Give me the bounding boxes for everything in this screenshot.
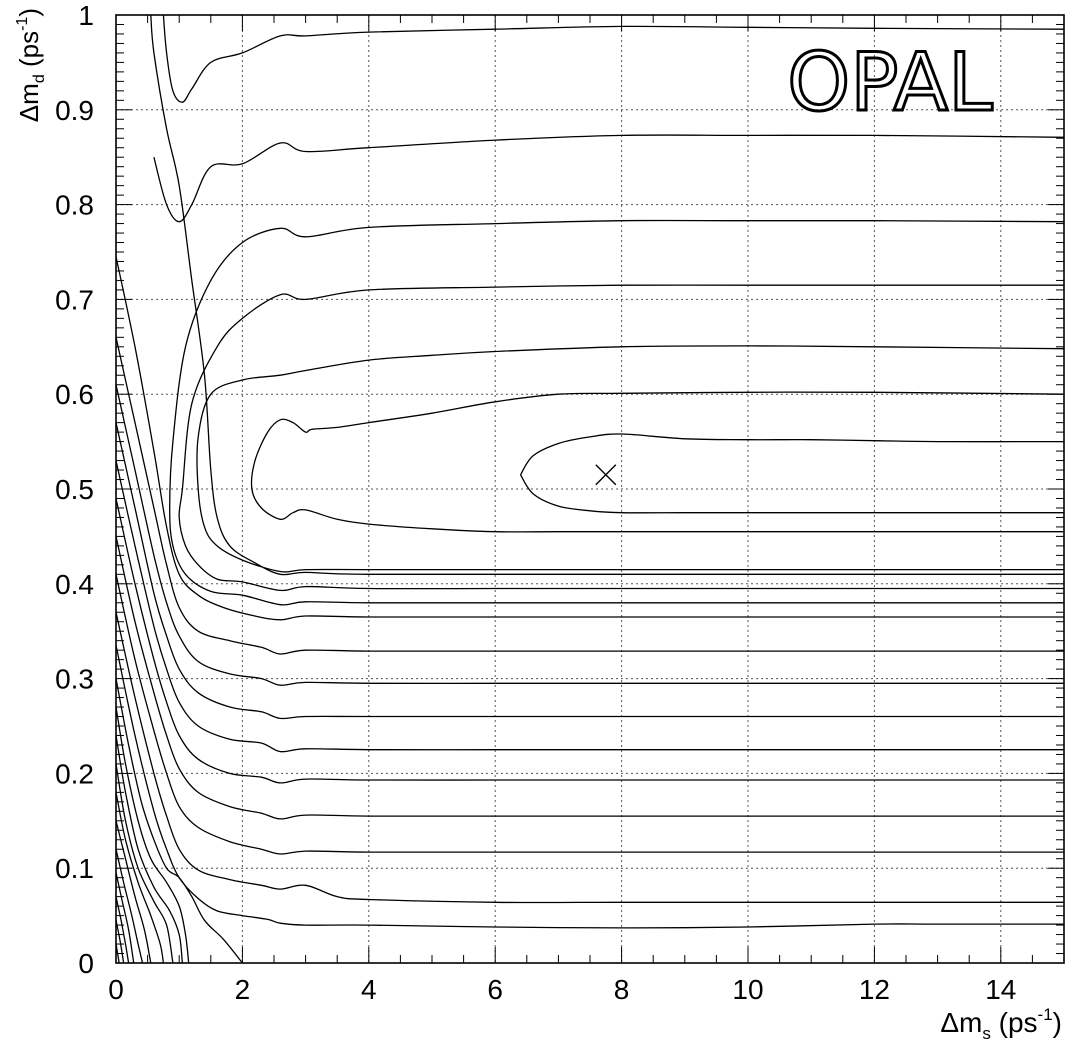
y-tick-label: 0.7	[55, 284, 94, 315]
x-axis-label-sub: s	[982, 1024, 991, 1042]
y-tick-label: 0.2	[55, 758, 94, 789]
contour-line	[115, 645, 1064, 929]
contour-line	[115, 706, 190, 964]
opal-watermark: OPAL	[787, 36, 993, 129]
contour-line	[115, 896, 130, 964]
contour-line	[115, 256, 1064, 621]
contour-line	[115, 735, 184, 964]
contour-line	[250, 391, 1065, 533]
contour-line	[115, 422, 1064, 720]
minimum-marker	[595, 464, 617, 486]
x-axis-label-close: )	[1053, 1007, 1062, 1038]
contour-line	[196, 345, 1065, 573]
x-axis-label-exp: -1	[1038, 1005, 1053, 1024]
x-tick-labels: 0 2 4 6 8 10 12 14	[108, 974, 1016, 1005]
contour-line	[115, 574, 1065, 855]
y-tick-label: 0.3	[55, 664, 94, 695]
x-tick-label: 14	[985, 974, 1016, 1005]
contour-line	[115, 612, 1064, 904]
x-tick-label: 2	[235, 974, 251, 1005]
minimum-cross-stroke	[595, 464, 617, 486]
contour-lines	[115, 14, 1065, 964]
contour-line	[519, 433, 1065, 476]
contour-line	[115, 920, 125, 964]
y-tick-label: 0.1	[55, 853, 94, 884]
contour-line	[178, 284, 1064, 592]
contour-line	[150, 14, 1064, 576]
y-axis-label-main: Δm	[14, 83, 44, 122]
x-axis-label-unit: (ps	[991, 1007, 1038, 1038]
contour-line	[169, 219, 1065, 606]
y-tick-label: 0	[78, 948, 94, 979]
contour-line	[115, 872, 135, 964]
y-axis-label-unit: (ps	[14, 31, 44, 74]
contour-line	[519, 474, 1064, 514]
contour-line	[162, 14, 1065, 103]
x-axis-label: Δms (ps-1)	[940, 1005, 1062, 1042]
grid	[116, 15, 1064, 963]
contour-line	[115, 384, 1064, 686]
x-tick-label: 6	[487, 974, 503, 1005]
y-axis-label-exp: -1	[14, 17, 31, 31]
y-tick-labels: 0 0.1 0.2 0.3 0.4 0.5 0.6 0.7 0.8 0.9 1	[55, 0, 94, 979]
y-tick-label: 0.6	[55, 379, 94, 410]
y-tick-label: 0.4	[55, 569, 94, 600]
y-axis-label-sub: d	[31, 74, 48, 83]
y-tick-label: 0.9	[55, 95, 94, 126]
x-tick-label: 4	[361, 974, 377, 1005]
contour-line	[115, 849, 144, 964]
x-tick-label: 12	[859, 974, 890, 1005]
contour-line	[115, 820, 152, 964]
y-axis-label: Δmd (ps-1)	[14, 8, 48, 122]
contour-line	[115, 536, 1064, 820]
x-tick-label: 8	[614, 974, 630, 1005]
contour-line	[115, 792, 165, 964]
y-tick-label: 0.5	[55, 474, 94, 505]
contour-line	[115, 460, 1064, 753]
contour-line	[115, 678, 243, 964]
y-tick-label: 1	[78, 0, 94, 31]
contour-line	[115, 337, 1064, 655]
contour-line	[115, 498, 1064, 784]
contour-line	[115, 763, 174, 964]
y-axis-label-close: )	[14, 8, 44, 17]
x-axis-label-main: Δm	[940, 1007, 982, 1038]
y-tick-label: 0.8	[55, 190, 94, 221]
axis-ticks	[115, 14, 1065, 964]
x-tick-label: 10	[732, 974, 763, 1005]
x-tick-label: 0	[108, 974, 124, 1005]
contour-line	[153, 134, 1065, 223]
